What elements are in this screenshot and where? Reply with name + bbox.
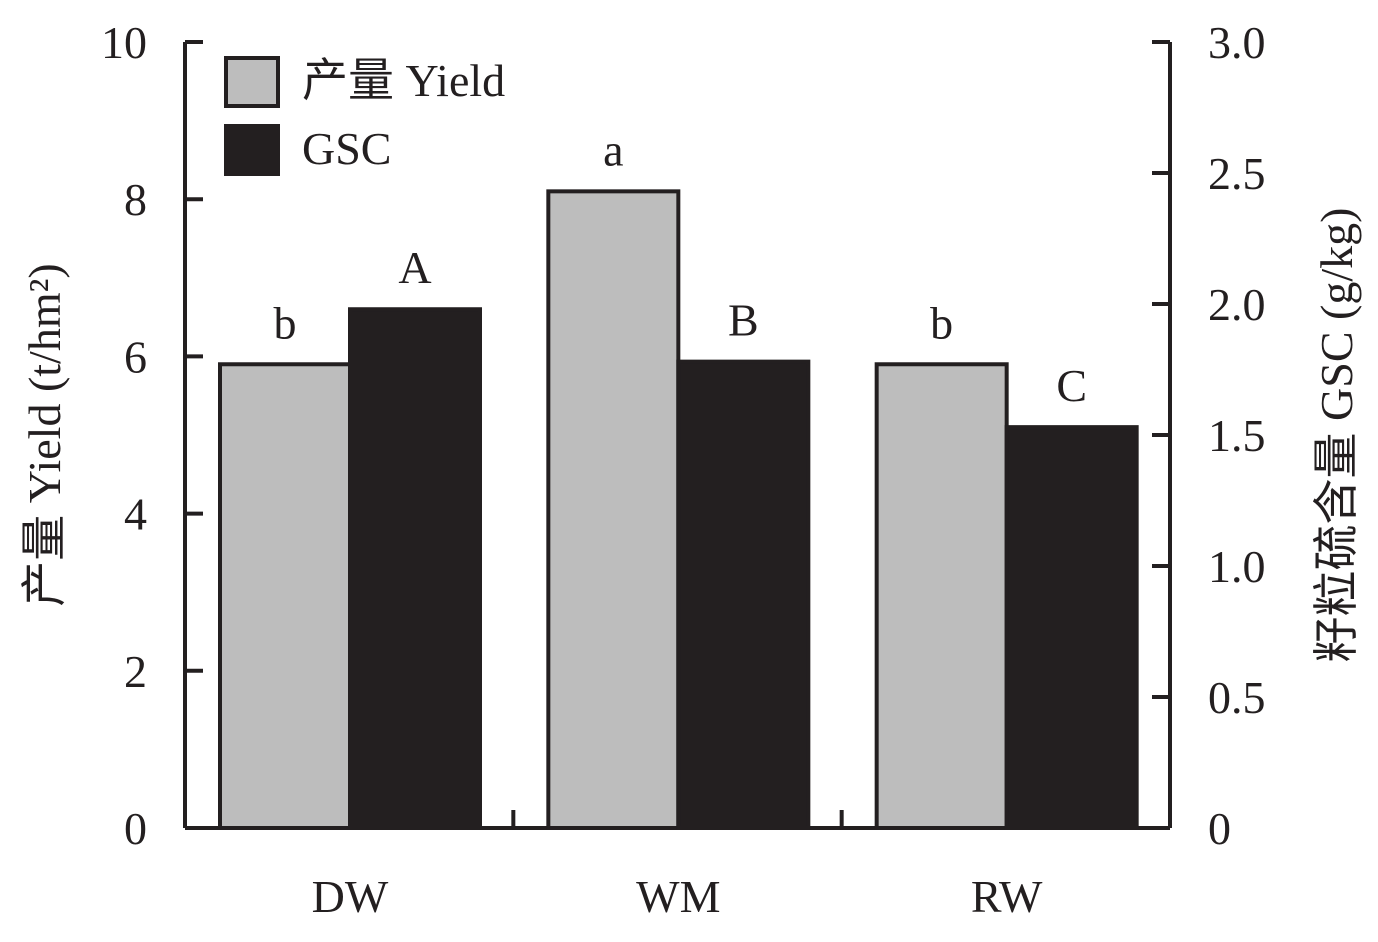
legend-label-gsc: GSC (302, 123, 391, 174)
legend: 产量 Yield GSC (224, 55, 505, 176)
legend-swatch-yield (224, 56, 280, 108)
bar-gsc-wm (676, 359, 811, 830)
x-tick-label: WM (636, 871, 720, 922)
right-tick-label: 0.5 (1208, 672, 1266, 723)
bar-yield-wm (546, 189, 681, 830)
right-tick-label: 2.0 (1208, 279, 1266, 330)
left-axis-title: 产量 Yield (t/hm²) (19, 263, 70, 606)
left-tick-label: 2 (124, 646, 147, 697)
significance-label: b (930, 297, 953, 348)
left-tick-label: 8 (124, 174, 147, 225)
left-tick-label: 0 (124, 803, 147, 854)
x-tick-label: RW (971, 871, 1043, 922)
right-tick-label: 2.5 (1208, 148, 1266, 199)
bars (218, 189, 1139, 830)
bar-gsc-rw (1004, 425, 1139, 830)
left-tick-label: 6 (124, 331, 147, 382)
bar-gsc-dw (348, 307, 482, 830)
right-tick-label: 1.0 (1208, 541, 1266, 592)
significance-label: b (274, 297, 297, 348)
left-tick-label: 10 (101, 17, 147, 68)
left-tick-label: 4 (124, 489, 147, 540)
bar-yield-dw (218, 362, 352, 830)
right-tick-label: 1.5 (1208, 410, 1266, 461)
significance-label: a (603, 124, 623, 175)
significance-label: C (1056, 360, 1087, 411)
right-tick-label: 0 (1208, 803, 1231, 854)
right-tick-label: 3.0 (1208, 17, 1266, 68)
right-axis-title: 籽粒硫含量 GSC (g/kg) (1311, 208, 1362, 663)
axes: 0 2 4 6 8 10 0 0.5 1.0 1.5 2.0 2.5 3.0 (101, 17, 1266, 854)
significance-label: A (398, 242, 431, 293)
bar-yield-rw (874, 362, 1009, 830)
legend-label-yield: 产量 Yield (302, 55, 505, 106)
x-tick-label: DW (312, 871, 389, 922)
legend-swatch-gsc (224, 124, 280, 176)
labels: b A DW a B WM b C RW 产量 Yield (t/hm²) 籽粒硫含量 GSC (g… (19, 124, 1362, 922)
significance-label: B (728, 295, 759, 346)
